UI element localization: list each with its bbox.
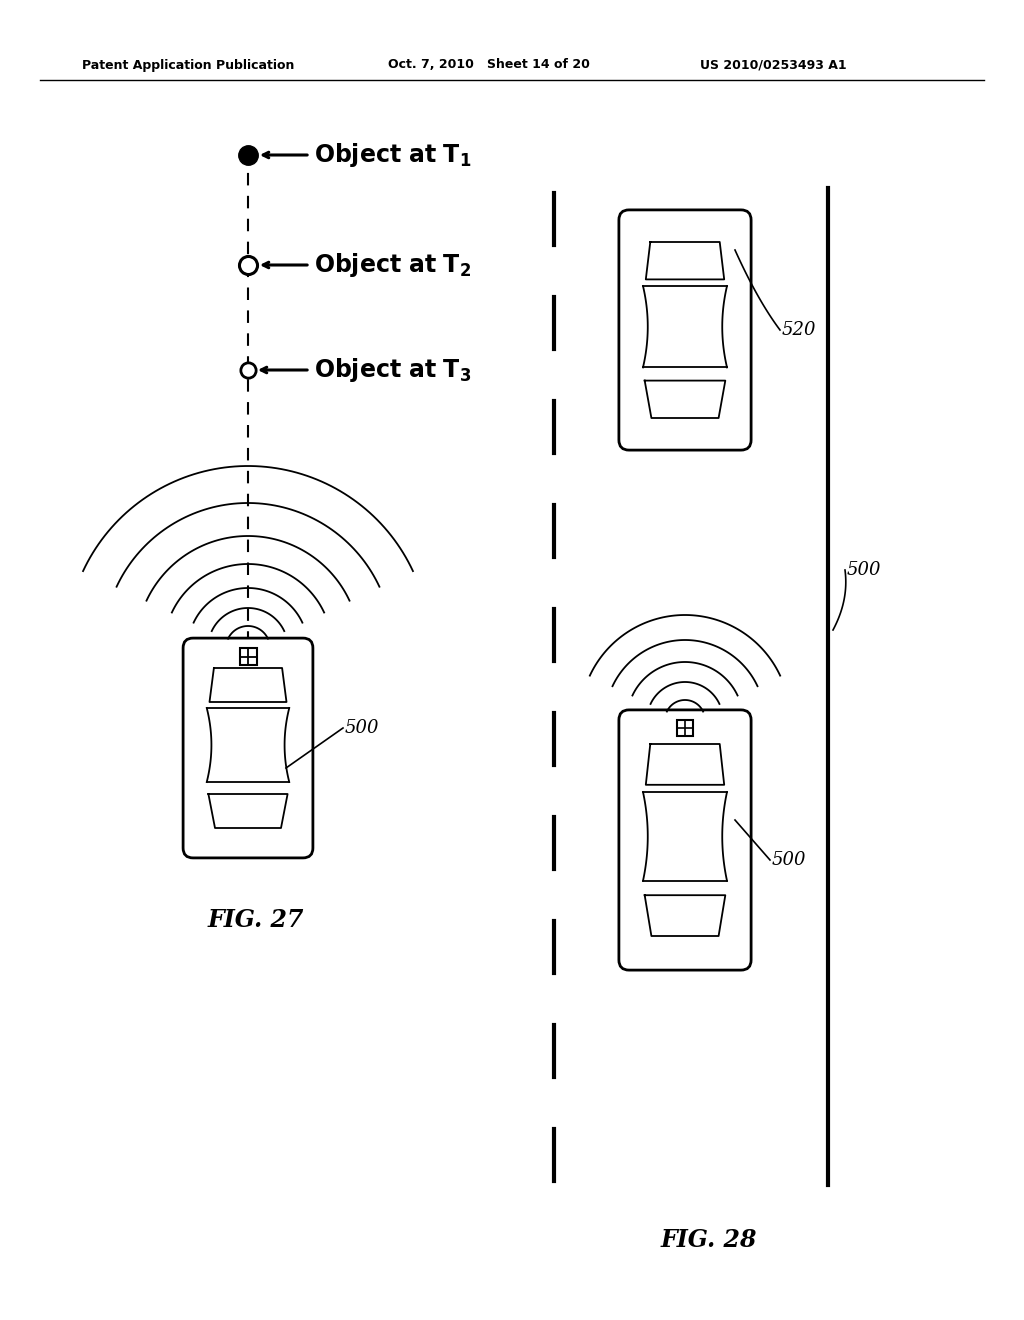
Bar (677, 719, 693, 737)
FancyBboxPatch shape (618, 710, 751, 970)
Text: FIG. 27: FIG. 27 (208, 908, 304, 932)
FancyBboxPatch shape (183, 638, 313, 858)
Text: 520: 520 (782, 321, 816, 339)
Text: US 2010/0253493 A1: US 2010/0253493 A1 (700, 58, 847, 71)
Text: $\mathbf{Object\ at\ T_3}$: $\mathbf{Object\ at\ T_3}$ (314, 356, 471, 384)
Text: 500: 500 (847, 561, 882, 579)
FancyBboxPatch shape (618, 210, 751, 450)
Text: Oct. 7, 2010   Sheet 14 of 20: Oct. 7, 2010 Sheet 14 of 20 (388, 58, 590, 71)
Bar (240, 648, 256, 665)
Text: FIG. 28: FIG. 28 (662, 1228, 758, 1251)
Text: 500: 500 (345, 719, 380, 737)
Text: $\mathbf{Object\ at\ T_2}$: $\mathbf{Object\ at\ T_2}$ (314, 251, 471, 279)
Text: 500: 500 (772, 851, 807, 869)
Text: Patent Application Publication: Patent Application Publication (82, 58, 294, 71)
Text: $\mathbf{Object\ at\ T_1}$: $\mathbf{Object\ at\ T_1}$ (314, 141, 472, 169)
